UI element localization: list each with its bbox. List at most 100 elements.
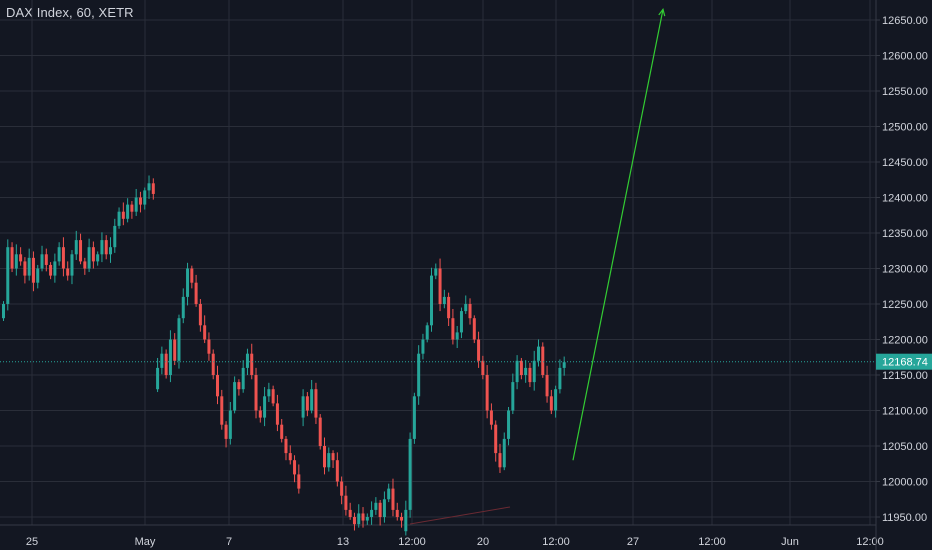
y-tick-label: 12050.00 [882, 441, 928, 453]
candle-body [19, 254, 23, 262]
candle-body [258, 410, 262, 418]
candle-body [173, 339, 177, 361]
candle-body [554, 389, 558, 411]
x-tick-label: 25 [26, 536, 38, 548]
y-tick-label: 12300.00 [882, 264, 928, 276]
candle-body [365, 517, 369, 521]
candle-body [203, 325, 207, 340]
candle-body [216, 375, 219, 397]
candle-body [40, 254, 44, 269]
candle-body [323, 446, 326, 468]
candle-body [70, 254, 74, 276]
candle-body [250, 353, 254, 375]
x-tick-label: 12:00 [542, 536, 570, 548]
candle-body [186, 268, 190, 297]
candle-body [138, 197, 142, 205]
candle-body [532, 360, 536, 383]
candle-body [370, 509, 374, 517]
candle-body [23, 261, 27, 276]
candle-body [408, 438, 412, 510]
candle-body [275, 403, 279, 425]
y-tick-label: 12650.00 [882, 15, 928, 27]
candle-body [100, 240, 104, 255]
candle-body [254, 375, 258, 411]
candle-body [541, 346, 545, 375]
candle-body [558, 367, 562, 390]
y-tick-label: 12150.00 [882, 370, 928, 382]
candle-body [489, 410, 493, 425]
candle-body [134, 197, 138, 212]
candle-body [168, 339, 172, 375]
y-tick-label: 11950.00 [882, 512, 927, 524]
candle-body [387, 488, 391, 500]
x-tick-label: May [135, 536, 156, 548]
candle-body [44, 254, 48, 265]
candle-body [126, 204, 130, 219]
candle-body [160, 353, 164, 368]
candle-body [314, 389, 318, 418]
candle-body [27, 257, 31, 276]
candle-body [361, 513, 365, 521]
candle-body [301, 396, 305, 418]
candle-body [438, 268, 442, 304]
forecast-arrow [572, 9, 664, 461]
candle-body [348, 509, 352, 517]
candle-body [14, 254, 18, 269]
candle-body [66, 268, 70, 276]
candle-body [537, 346, 540, 361]
candle-body [87, 247, 91, 269]
candle-body [305, 396, 309, 411]
candle-body [528, 367, 532, 383]
candle-body [293, 460, 297, 475]
y-tick-label: 12500.00 [882, 122, 928, 134]
candle-body [284, 438, 288, 454]
candle-body [237, 382, 241, 390]
trend-line-faint [409, 506, 511, 525]
candle-body [378, 502, 382, 517]
y-tick-label: 12200.00 [882, 335, 928, 347]
candle-body [156, 367, 160, 390]
candle-body [515, 360, 519, 383]
candle-body [53, 261, 57, 276]
candle-body [6, 247, 10, 304]
candle-body [404, 509, 408, 532]
candle-body [267, 389, 271, 397]
last-price-badge [876, 353, 932, 370]
candle-body [2, 304, 5, 319]
y-tick-label: 12600.00 [882, 51, 928, 63]
y-tick-label: 12100.00 [882, 406, 928, 418]
candle-body [468, 304, 472, 319]
candle-body [498, 453, 502, 468]
candle-body [545, 375, 549, 397]
candle-body [451, 318, 455, 340]
candle-body [241, 367, 245, 390]
y-tick-label: 12550.00 [882, 86, 928, 98]
candle-body [335, 460, 339, 482]
candle-body [36, 268, 40, 283]
candle-body [49, 264, 53, 276]
candle-body [400, 517, 404, 521]
candle-body [412, 396, 416, 439]
candle-body [130, 204, 134, 212]
y-tick-label: 12450.00 [882, 157, 928, 169]
candle-body [280, 424, 284, 439]
candle-body [430, 275, 433, 326]
candle-body [164, 353, 168, 375]
candle-body [352, 517, 356, 525]
candle-body [10, 247, 14, 269]
candle-body [310, 389, 314, 411]
x-tick-label: Jun [781, 536, 799, 548]
candle-body [207, 339, 211, 354]
candle-body [181, 296, 185, 319]
candle-body [57, 247, 61, 262]
candle-body [83, 261, 87, 269]
candle-body [464, 304, 468, 312]
y-tick-label: 12000.00 [882, 477, 928, 489]
candle-body [177, 318, 181, 361]
candle-body [190, 268, 194, 283]
candle-body [494, 424, 498, 454]
candle-body [233, 382, 237, 411]
candle-body [502, 438, 506, 468]
